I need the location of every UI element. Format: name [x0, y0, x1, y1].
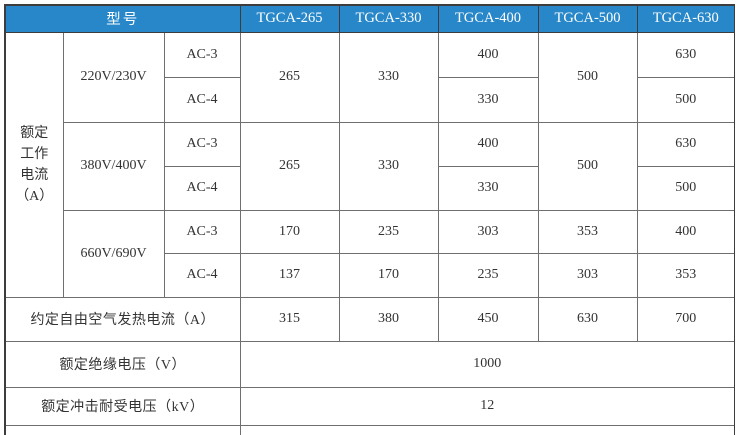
row-220v-ac3: 额定 工作 电流 （A） 220V/230V AC-3 265 330 400 … [4, 31, 735, 298]
current-value: 353 [537, 209, 638, 254]
model-header-label: 型号 [4, 4, 241, 33]
row-380v-ac3: 380V/400V AC-3 265 330 400 500 630 [5, 121, 735, 211]
current-value: 330 [437, 76, 539, 123]
current-value: 353 [636, 252, 735, 298]
thermal-current-value: 630 [537, 296, 638, 342]
ac-class-label: AC-4 [163, 252, 241, 298]
current-value: 265 [239, 121, 340, 211]
current-value: 330 [437, 165, 539, 211]
row-partial-cutoff [4, 424, 735, 435]
current-value: 500 [636, 76, 735, 123]
partial-row-label-cell [4, 424, 241, 435]
model-column-header-tgca-265: TGCA-265 [239, 4, 340, 33]
rated-current-label-line: 工作 [20, 146, 49, 162]
model-column-header-tgca-330: TGCA-330 [338, 4, 439, 33]
current-value: 400 [636, 209, 735, 254]
ac-class-label: AC-3 [163, 31, 241, 78]
current-value: 303 [437, 209, 539, 254]
current-value: 500 [537, 121, 638, 211]
ac-class-label: AC-3 [163, 121, 241, 167]
impulse-voltage-value: 12 [239, 386, 735, 426]
partial-row-value-cell [239, 424, 735, 435]
ac-class-label: AC-3 [163, 209, 241, 254]
ac-class-label: AC-4 [163, 165, 241, 211]
rated-current-vertical-label: 额定 工作 电流 （A） [4, 31, 64, 298]
voltage-group-label-220v: 220V/230V [62, 31, 165, 123]
contactor-spec-table: 型号 TGCA-265 TGCA-330 TGCA-400 TGCA-500 T… [4, 4, 735, 435]
current-value: 630 [636, 121, 735, 167]
row-660v-ac4: AC-4 137 170 235 303 353 [5, 252, 735, 298]
thermal-current-value: 700 [636, 296, 735, 342]
rated-current-label-line: 电流 [20, 167, 49, 183]
row-220v-ac4: AC-4 330 500 [5, 76, 735, 123]
row-380v-ac4: AC-4 330 500 [5, 165, 735, 211]
voltage-group-label-380v: 380V/400V [62, 121, 165, 211]
spec-table-container: 型号 TGCA-265 TGCA-330 TGCA-400 TGCA-500 T… [4, 4, 735, 435]
current-value: 500 [636, 165, 735, 211]
row-660v-ac3: 660V/690V AC-3 170 235 303 353 400 [5, 209, 735, 298]
current-value: 500 [537, 31, 638, 123]
current-value: 330 [338, 31, 439, 123]
voltage-group-label-660v: 660V/690V [62, 209, 165, 298]
model-column-header-tgca-630: TGCA-630 [636, 4, 735, 33]
ac-class-label: AC-4 [163, 76, 241, 123]
thermal-current-value: 315 [239, 296, 340, 342]
rated-current-label-line: （A） [15, 188, 54, 204]
thermal-current-label: 约定自由空气发热电流（A） [4, 296, 241, 342]
row-thermal-current: 约定自由空气发热电流（A） 315 380 450 630 700 [4, 296, 735, 342]
thermal-current-value: 450 [437, 296, 539, 342]
current-value: 400 [437, 31, 539, 78]
current-value: 265 [239, 31, 340, 123]
rated-current-label-line: 额定 [20, 125, 49, 141]
insulation-voltage-value: 1000 [239, 340, 735, 388]
current-value: 400 [437, 121, 539, 167]
model-column-header-tgca-500: TGCA-500 [537, 4, 638, 33]
impulse-voltage-label: 额定冲击耐受电压（kV） [4, 386, 241, 426]
current-value: 630 [636, 31, 735, 78]
current-value: 170 [239, 209, 340, 254]
row-impulse-voltage: 额定冲击耐受电压（kV） 12 [4, 386, 735, 426]
current-value: 330 [338, 121, 439, 211]
row-insulation-voltage: 额定绝缘电压（V） 1000 [4, 340, 735, 388]
current-value: 137 [239, 252, 340, 298]
current-value: 303 [537, 252, 638, 298]
model-column-header-tgca-400: TGCA-400 [437, 4, 539, 33]
current-value: 235 [437, 252, 539, 298]
header-row: 型号 TGCA-265 TGCA-330 TGCA-400 TGCA-500 T… [4, 4, 735, 33]
thermal-current-value: 380 [338, 296, 439, 342]
current-value: 235 [338, 209, 439, 254]
insulation-voltage-label: 额定绝缘电压（V） [4, 340, 241, 388]
current-value: 170 [338, 252, 439, 298]
